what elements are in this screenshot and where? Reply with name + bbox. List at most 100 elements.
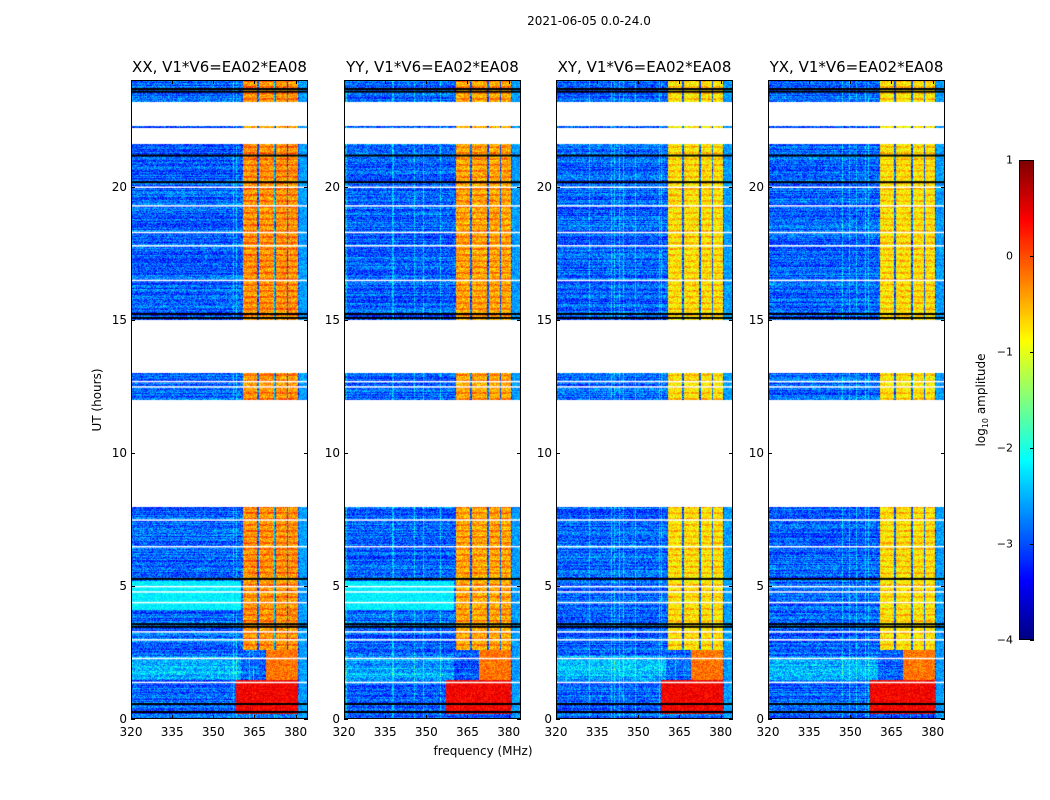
x-tick-label: 320 — [756, 725, 780, 739]
figure-title: 2021-06-05 0.0-24.0 — [527, 14, 651, 28]
heatmap-image — [556, 80, 733, 719]
y-tick — [304, 186, 308, 188]
x-tick — [467, 715, 469, 719]
y-tick — [344, 319, 348, 321]
colorbar-tick-label: −4 — [996, 633, 1013, 647]
y-tick-label: 15 — [111, 312, 127, 327]
y-axis-label: UT (hours) — [90, 368, 104, 432]
x-tick — [768, 715, 769, 719]
x-tick — [426, 715, 428, 719]
x-tick-label: 365 — [456, 725, 479, 739]
x-tick — [768, 80, 769, 84]
y-tick-label: 10 — [748, 445, 764, 460]
y-tick — [344, 452, 348, 454]
y-tick — [729, 452, 733, 454]
y-tick — [517, 319, 521, 321]
x-tick-label: 320 — [332, 725, 356, 739]
y-tick — [131, 186, 135, 188]
x-tick — [172, 80, 174, 84]
x-tick — [638, 715, 640, 719]
x-tick — [679, 715, 681, 719]
panel-title: YY, V1*V6=EA02*EA08 — [346, 58, 519, 76]
y-tick — [304, 719, 308, 720]
colorbar-tick-label: −3 — [996, 537, 1013, 551]
y-tick — [768, 186, 772, 188]
y-tick-label: 10 — [536, 445, 552, 460]
y-tick — [304, 585, 308, 587]
waterfall-panel-2: YY, V1*V6=EA02*EA08 0 5 10 15 20 320 335 350 365 3… — [325, 58, 521, 739]
colorbar-tick — [1030, 352, 1034, 353]
x-axis-label: frequency (MHz) — [433, 744, 533, 758]
y-tick — [131, 452, 135, 454]
heatmap-image — [344, 80, 521, 719]
y-tick — [517, 585, 521, 587]
colorbar-tick — [1030, 160, 1034, 161]
panel-title: XX, V1*V6=EA02*EA08 — [132, 58, 307, 76]
x-tick — [679, 80, 681, 84]
x-tick-label: 335 — [797, 725, 821, 739]
x-tick — [295, 80, 297, 84]
y-tick-label: 0 — [119, 712, 127, 726]
y-tick — [729, 719, 733, 720]
x-tick — [508, 715, 510, 719]
x-tick — [172, 715, 174, 719]
colorbar-tick-label: 0 — [1006, 249, 1013, 263]
y-tick — [517, 186, 521, 188]
x-tick — [932, 80, 934, 84]
y-tick — [556, 452, 560, 454]
axes-frame — [768, 80, 945, 719]
y-tick — [768, 319, 772, 321]
y-tick-label: 5 — [332, 578, 340, 593]
y-tick-label: 15 — [748, 312, 764, 327]
y-tick — [941, 319, 945, 321]
colorbar-tick — [1030, 544, 1034, 545]
y-tick — [729, 186, 733, 188]
y-tick — [517, 452, 521, 454]
axes-frame — [131, 80, 308, 719]
y-tick — [344, 585, 348, 587]
y-tick — [304, 319, 308, 321]
x-tick — [891, 715, 893, 719]
x-tick — [638, 80, 640, 84]
y-tick — [729, 319, 733, 321]
x-tick — [809, 80, 811, 84]
x-tick — [597, 80, 599, 84]
colorbar: 1 0 −1 −2 −3 −4 — [997, 154, 1034, 647]
y-tick — [941, 585, 945, 587]
y-tick — [768, 719, 772, 720]
x-tick — [295, 715, 297, 719]
colorbar-tick — [1030, 640, 1034, 641]
colorbar-label: log10 amplitude — [973, 353, 991, 447]
y-tick-label: 20 — [748, 179, 764, 194]
x-tick — [508, 80, 510, 84]
x-tick — [597, 715, 599, 719]
y-tick — [344, 719, 348, 720]
x-tick — [850, 80, 852, 84]
x-tick-label: 380 — [497, 725, 521, 739]
x-tick — [556, 80, 557, 84]
waterfall-panel-4: YX, V1*V6=EA02*EA08 0 5 10 15 20 320 335 350 365 3… — [749, 58, 945, 739]
y-tick — [304, 452, 308, 454]
x-tick-label: 380 — [921, 725, 945, 739]
y-tick — [344, 186, 348, 188]
colorbar-tick — [1030, 256, 1034, 257]
y-tick — [131, 719, 135, 720]
x-tick-label: 365 — [880, 725, 903, 739]
x-tick-label: 335 — [373, 725, 397, 739]
x-tick — [809, 715, 811, 719]
heatmap-image — [768, 80, 945, 719]
y-tick — [131, 319, 135, 321]
y-tick — [941, 452, 945, 454]
y-tick-label: 0 — [544, 712, 552, 726]
y-tick-label: 0 — [332, 712, 340, 726]
x-tick-label: 350 — [838, 725, 862, 739]
x-tick — [344, 715, 345, 719]
x-tick — [467, 80, 469, 84]
x-tick — [891, 80, 893, 84]
panel-title: YX, V1*V6=EA02*EA08 — [769, 58, 944, 76]
x-tick-label: 320 — [544, 725, 568, 739]
y-tick — [556, 186, 560, 188]
axes-frame — [344, 80, 521, 719]
y-tick — [768, 585, 772, 587]
y-tick-label: 5 — [119, 578, 127, 593]
